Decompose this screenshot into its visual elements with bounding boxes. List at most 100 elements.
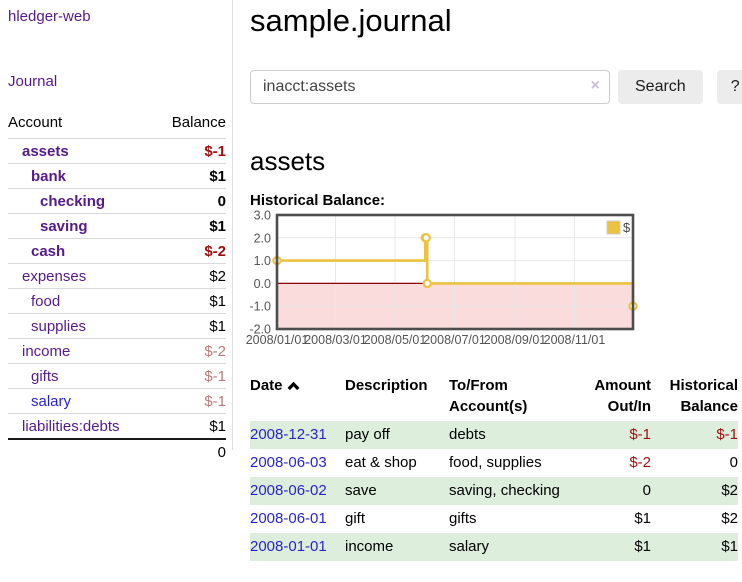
account-row: expenses $2 [8, 263, 226, 289]
accounts-header-balance: Balance [171, 114, 226, 131]
sort-up-icon [287, 375, 300, 396]
transaction-row: 2008-12-31 pay off debts $-1 $-1 [250, 421, 738, 449]
transaction-accounts: gifts [449, 510, 477, 527]
accounts-table: Account Balance assets $-1 bank $1 checking 0… [8, 112, 226, 465]
svg-text:-1.0: -1.0 [249, 300, 271, 314]
account-row: assets $-1 [8, 138, 226, 164]
main-content: sample.journal × Search ? assets Histori… [233, 0, 742, 561]
nav-journal-link[interactable]: Journal [8, 73, 58, 90]
accounts-header-account: Account [8, 114, 63, 131]
transaction-accounts: food, supplies [449, 454, 542, 471]
column-header-amount: Amount Out/In [594, 377, 651, 415]
account-balance: $-1 [204, 368, 226, 385]
sidebar-account-supplies[interactable]: supplies [31, 318, 87, 335]
transaction-accounts: salary [449, 538, 490, 555]
account-row: bank $1 [8, 163, 226, 189]
account-row: checking 0 [8, 188, 226, 214]
sidebar-account-saving[interactable]: saving [40, 218, 88, 235]
account-balance: $2 [209, 268, 226, 285]
transaction-date-link[interactable]: 2008-12-31 [250, 426, 327, 443]
account-balance: $-2 [204, 243, 226, 260]
account-balance: $-2 [204, 343, 226, 360]
balance-chart: $3.0 2.0 1.0 0.0 -1.0 -2.0 2008/01/01 2008/03/0… [240, 209, 660, 353]
transaction-amount: $-1 [629, 426, 651, 443]
transaction-amount: $1 [634, 510, 651, 527]
accounts-total-value: 0 [217, 444, 226, 461]
column-header-description: Description [345, 377, 428, 394]
transaction-balance: $2 [721, 482, 738, 499]
account-row: saving $1 [8, 213, 226, 239]
transaction-date-link[interactable]: 2008-06-02 [250, 482, 327, 499]
search-box: × [250, 70, 610, 104]
sidebar-account-bank[interactable]: bank [31, 168, 67, 185]
account-balance: $1 [209, 418, 226, 435]
svg-text:2008/07/01: 2008/07/01 [423, 333, 486, 347]
transaction-amount: $-2 [629, 454, 651, 471]
column-header-accounts: To/From Account(s) [449, 377, 528, 415]
page-title: sample.journal [250, 3, 452, 38]
help-button[interactable]: ? [716, 70, 742, 104]
sidebar-account-income[interactable]: income [22, 343, 71, 360]
hledger-web-app: hledger-web Journal Account Balance asse… [0, 0, 742, 561]
account-balance: $1 [209, 168, 226, 185]
transaction-accounts: debts [449, 426, 486, 443]
transaction-balance: 0 [729, 454, 738, 471]
account-row: food $1 [8, 288, 226, 314]
data-point [421, 233, 431, 243]
chart-legend: $ [606, 220, 631, 235]
sidebar-account-expenses[interactable]: expenses [22, 268, 87, 285]
search-form: × Search ? [250, 70, 742, 104]
transaction-balance: $-1 [716, 426, 738, 443]
account-balance: $1 [209, 218, 226, 235]
transaction-row: 2008-06-03 eat & shop food, supplies $-2 0 [250, 449, 738, 477]
account-balance: $-1 [204, 393, 226, 410]
transaction-accounts: saving, checking [449, 482, 560, 499]
brand-link[interactable]: hledger-web [8, 8, 91, 25]
sidebar-account-food[interactable]: food [31, 293, 61, 310]
sidebar-account-assets[interactable]: assets [22, 143, 69, 160]
svg-text:2008/09/01: 2008/09/01 [484, 333, 547, 347]
account-row: liabilities:debts $1 [8, 413, 226, 440]
transaction-date-link[interactable]: 2008-06-03 [250, 454, 327, 471]
clear-search-icon[interactable]: × [590, 77, 600, 94]
transaction-date-link[interactable]: 2008-01-01 [250, 538, 327, 555]
transaction-description: save [345, 482, 377, 499]
sidebar: hledger-web Journal Account Balance asse… [0, 0, 233, 461]
account-heading: assets [250, 146, 326, 176]
sidebar-account-cash[interactable]: cash [31, 243, 66, 260]
data-point [422, 278, 432, 289]
sidebar-account-liabilities-debts[interactable]: liabilities:debts [22, 418, 120, 435]
transaction-description: gift [345, 510, 366, 527]
transaction-balance: $2 [721, 510, 738, 527]
svg-text:2008/11/01: 2008/11/01 [544, 333, 606, 347]
accounts-total-row: 0 [8, 439, 226, 465]
account-row: gifts $-1 [8, 363, 226, 389]
column-header-date[interactable]: Date [250, 373, 345, 421]
account-balance: $-1 [204, 143, 226, 160]
transaction-balance: $1 [721, 538, 738, 555]
svg-text:3.0: 3.0 [254, 209, 271, 223]
sidebar-account-gifts[interactable]: gifts [31, 368, 59, 385]
transaction-description: eat & shop [345, 454, 417, 471]
svg-text:$: $ [623, 220, 631, 235]
sidebar-nav: Journal [8, 73, 225, 91]
svg-text:2.0: 2.0 [254, 231, 271, 245]
account-row: supplies $1 [8, 313, 226, 339]
account-row: cash $-2 [8, 238, 226, 264]
account-balance: 0 [217, 193, 226, 210]
account-balance: $1 [209, 318, 226, 335]
svg-text:0.0: 0.0 [254, 277, 271, 291]
account-row: salary $-1 [8, 388, 226, 414]
svg-text:1.0: 1.0 [254, 254, 271, 268]
transaction-description: income [345, 538, 394, 555]
transaction-description: pay off [345, 426, 390, 443]
search-button[interactable]: Search [618, 70, 703, 104]
accounts-header-row: Account Balance [8, 112, 226, 139]
sidebar-account-checking[interactable]: checking [40, 193, 106, 210]
svg-text:-2.0: -2.0 [249, 323, 271, 337]
search-input[interactable] [250, 70, 610, 104]
sidebar-account-salary[interactable]: salary [31, 393, 72, 410]
transaction-date-link[interactable]: 2008-06-01 [250, 510, 327, 527]
account-balance: $1 [209, 293, 226, 310]
account-row: income $-2 [8, 338, 226, 364]
